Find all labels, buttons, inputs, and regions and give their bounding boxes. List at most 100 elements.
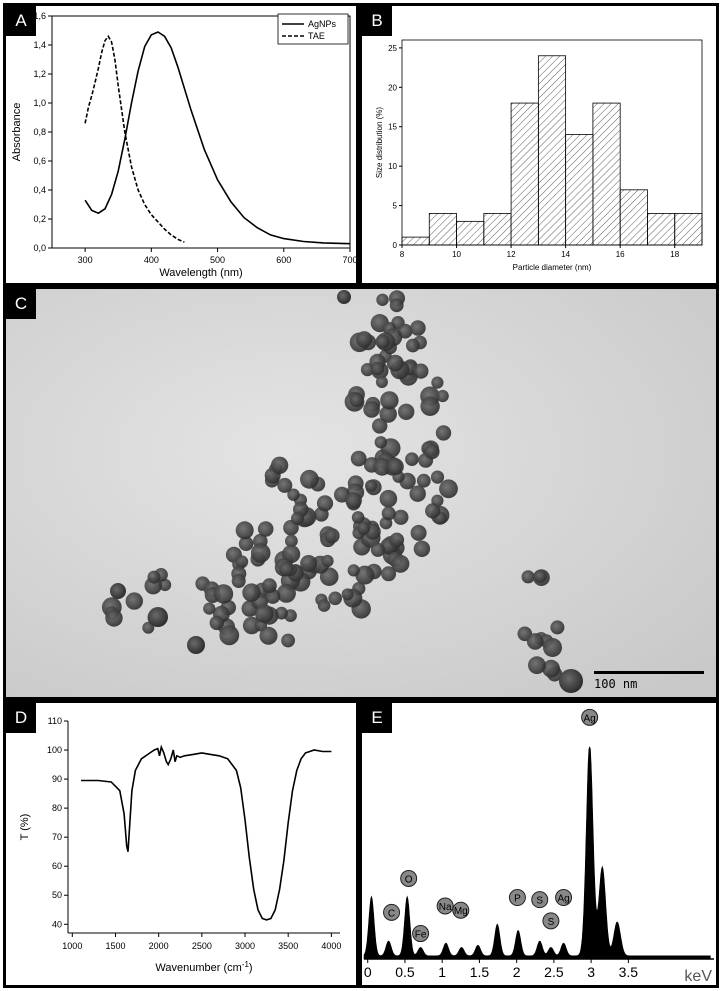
nanoparticle (380, 391, 399, 410)
panel-e: E 0 0.5 1 1.5 2 2.5 3 3.5 keV C O Fe Na Mg P S S Ag Ag (359, 700, 719, 988)
element-label: C (388, 908, 395, 919)
x-tick-label: 1500 (105, 941, 125, 951)
y-tick-label: 110 (48, 716, 62, 726)
nanoparticle (533, 569, 547, 583)
histogram-bar (456, 220, 485, 246)
nanoparticle (365, 479, 378, 492)
nanoparticle (281, 633, 295, 648)
ftir-chart: 1000 1500 2000 2500 3000 3500 4000 40 50 60 70 80 90… (19, 716, 341, 974)
nanoparticle (105, 609, 123, 627)
nanoparticle (270, 456, 289, 474)
histogram-bar (428, 213, 457, 246)
nanoparticle (235, 521, 254, 540)
nanoparticle (357, 521, 371, 535)
histogram-bar (647, 213, 676, 246)
nanoparticle (125, 592, 143, 610)
element-label: S (536, 896, 543, 907)
element-label: P (514, 894, 521, 905)
histogram-bar (674, 213, 703, 246)
panel-e-label: E (362, 703, 392, 733)
y-tick-label: 0,4 (33, 185, 46, 195)
nanoparticle (242, 616, 261, 635)
scale-bar-label: 100 nm (594, 677, 638, 691)
histogram-bar (401, 236, 430, 246)
scale-bar-line (594, 671, 704, 674)
element-label: S (548, 917, 555, 928)
nanoparticle (393, 509, 409, 525)
nanoparticle (317, 599, 331, 612)
element-marker (383, 903, 401, 921)
y-axis-label: Size distribution (%) (375, 107, 384, 178)
x-tick-label: 8 (400, 250, 405, 259)
nanoparticle (410, 320, 426, 336)
spectrum-area (363, 746, 711, 960)
x-tick-label: 600 (276, 255, 291, 265)
x-tick-label: 4000 (321, 941, 341, 951)
nanoparticle (238, 536, 254, 551)
panel-a-label: A (6, 6, 36, 36)
element-marker (542, 912, 560, 930)
element-marker (555, 889, 573, 907)
nanoparticle (287, 488, 300, 501)
x-tick-label: 16 (616, 250, 625, 259)
element-label: O (405, 874, 413, 885)
x-tick-label: 500 (210, 255, 225, 265)
nanoparticle (416, 473, 431, 488)
nanoparticle (375, 376, 388, 388)
x-tick-label: 1 (438, 964, 446, 980)
x-tick-label: 18 (670, 250, 679, 259)
edx-spectrum: 0 0.5 1 1.5 2 2.5 3 3.5 keV C O Fe Na Mg P SS Ag Ag (363, 708, 714, 985)
histogram-bar (565, 134, 594, 246)
y-tick-label: 5 (393, 202, 398, 211)
y-tick-label: 1,0 (33, 98, 46, 108)
nanoparticle (435, 425, 452, 441)
nanoparticle (300, 469, 319, 489)
y-tick-label: 70 (52, 832, 62, 842)
nanoparticle (262, 578, 277, 594)
nanoparticle (543, 638, 562, 657)
y-tick-label: 100 (47, 745, 62, 755)
y-tick-label: 90 (52, 774, 62, 784)
y-tick-label: 10 (388, 162, 397, 171)
element-label: Ag (557, 894, 569, 905)
nanoparticle (276, 583, 296, 603)
legend-box (277, 13, 349, 45)
nanoparticle (279, 561, 294, 577)
nanoparticle (351, 511, 365, 524)
nanoparticle (328, 591, 343, 606)
element-label: Na (439, 902, 452, 913)
nanoparticle (231, 574, 246, 588)
nanoparticle (375, 334, 390, 349)
panel-b: B 8 10 12 14 16 18 0 5 10 15 20 25 Particle diameter… (359, 3, 719, 286)
element-marker (452, 901, 470, 919)
legend-entry: TAE (308, 31, 325, 41)
transmittance-line (81, 744, 332, 921)
element-marker (436, 897, 454, 915)
nanoparticle (257, 521, 274, 537)
nanoparticle (242, 583, 261, 602)
element-label: Ag (584, 713, 596, 724)
panel-d: D 1000 1500 2000 2500 3000 3500 4000 40 50 60 70 80… (3, 700, 359, 988)
nanoparticle (324, 528, 340, 544)
histogram-bar (592, 102, 621, 246)
y-tick-label: 80 (52, 803, 62, 813)
nanoparticle (158, 578, 172, 592)
y-tick-label: 40 (52, 919, 62, 929)
histogram-bar (510, 102, 539, 246)
nanoparticle (337, 290, 351, 304)
nanoparticle (209, 615, 224, 631)
x-tick-label: 0.5 (395, 964, 415, 980)
nanoparticle (291, 512, 304, 525)
y-tick-label: 60 (52, 861, 62, 871)
x-tick-label: 2 (513, 964, 521, 980)
nanoparticle (349, 393, 364, 408)
nanoparticle (528, 656, 546, 675)
plot-frame (401, 39, 703, 246)
nanoparticle (148, 607, 168, 627)
histogram-bar (537, 55, 567, 246)
y-tick-label: 15 (388, 123, 397, 132)
y-tick-label: 0,0 (33, 243, 46, 253)
nanoparticle (526, 633, 544, 650)
x-tick-label: 1.5 (470, 964, 490, 980)
nanoparticle (386, 458, 404, 476)
